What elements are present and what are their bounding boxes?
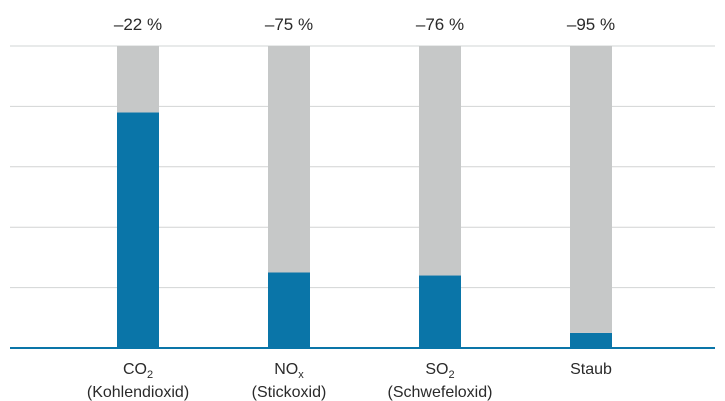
category-subscript: 2: [449, 369, 455, 381]
category-description: (Schwefeloxid): [388, 384, 493, 401]
category-name: NO: [274, 361, 298, 378]
bar-remaining: [419, 275, 461, 348]
category-name: CO: [123, 361, 147, 378]
category-label: NOx: [274, 361, 304, 381]
category-label: SO2: [425, 361, 454, 381]
bar-remaining: [117, 112, 159, 348]
reduction-labels: –22 % –75 % –76 % –95 %: [114, 15, 615, 34]
category-subscript: 2: [147, 369, 153, 381]
category-labels: CO2(Kohlendioxid)NOx(Stickoxid)SO2(Schwe…: [87, 361, 612, 401]
bar-reduction: [419, 46, 461, 276]
reduction-label: –22 %: [114, 15, 162, 34]
category-label: Staub: [570, 361, 612, 378]
category-name: SO: [425, 361, 448, 378]
reduction-label: –75 %: [265, 15, 313, 34]
category-subscript: x: [298, 369, 304, 381]
category-description: (Kohlendioxid): [87, 384, 189, 401]
bar-remaining: [268, 272, 310, 348]
reduction-label: –76 %: [416, 15, 464, 34]
bar-remaining: [570, 332, 612, 348]
category-label: CO2: [123, 361, 153, 381]
category-name: Staub: [570, 361, 612, 378]
bar-reduction: [117, 46, 159, 113]
bars: [117, 46, 612, 348]
reduction-label: –95 %: [567, 15, 615, 34]
bar-reduction: [570, 46, 612, 333]
category-description: (Stickoxid): [252, 384, 327, 401]
bar-reduction: [268, 46, 310, 273]
